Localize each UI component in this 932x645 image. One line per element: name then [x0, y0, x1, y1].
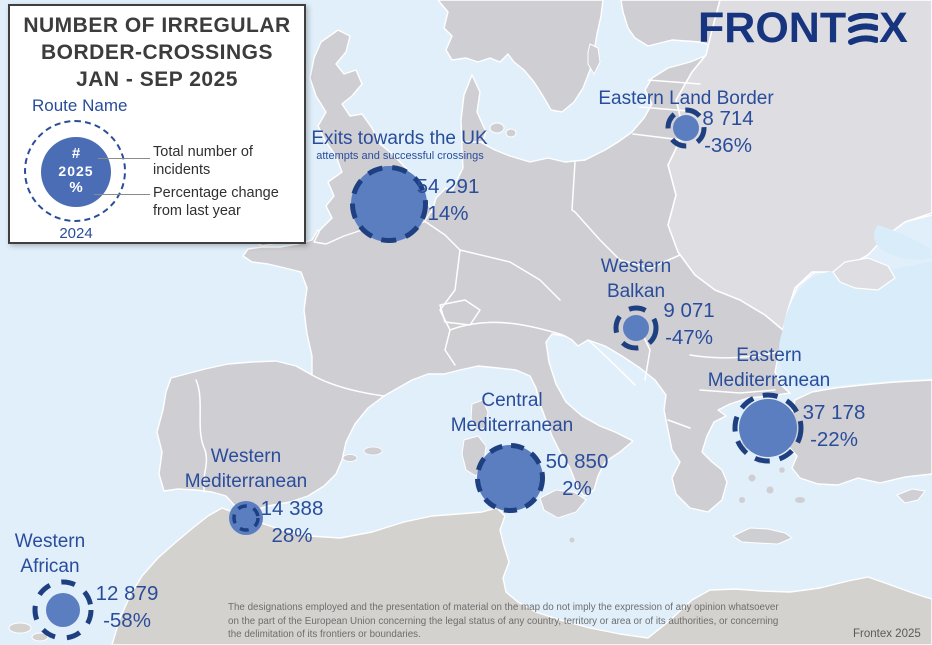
- legend-total-label: Total number of incidents: [153, 144, 253, 178]
- route-label-western-mediterranean: Western Mediterranean: [184, 446, 308, 492]
- route-label-central-mediterranean: Central Mediterranean: [450, 390, 574, 436]
- frontex-logo-wave-e-icon: [848, 13, 879, 45]
- bubble-eastern-land-border-2024-ring: [665, 107, 707, 149]
- bubble-western-african-2024-ring: [32, 579, 94, 641]
- title-legend-box: NUMBER OF IRREGULAR BORDER-CROSSINGS JAN…: [8, 4, 306, 244]
- legend-leader-line-total: [98, 158, 150, 159]
- route-values-eastern-land-border: 8 714 -36%: [688, 105, 768, 159]
- crimea-peninsula: [832, 257, 896, 291]
- frontex-logo: FRONT X: [698, 4, 908, 53]
- bubble-eastern-mediterranean-2025[interactable]: [739, 399, 797, 457]
- route-total-western-mediterranean: 14 388: [260, 497, 324, 520]
- route-label-eastern-land-border: Eastern Land Border: [598, 88, 774, 109]
- route-change-eastern-land-border: -36%: [704, 134, 752, 157]
- bubble-exits-uk[interactable]: [350, 165, 428, 243]
- frontex-logo-text-left: FRONT: [698, 4, 847, 52]
- corsica-island: [470, 399, 489, 431]
- balearic-island-2: [363, 446, 383, 456]
- gotland-island: [587, 43, 601, 76]
- sea-of-azov: [873, 225, 932, 260]
- route-values-western-mediterranean: 14 388 28%: [252, 495, 332, 549]
- disclaimer-line-1: The designations employed and the presen…: [228, 602, 779, 613]
- route-change-eastern-mediterranean: -22%: [810, 428, 858, 451]
- route-values-western-balkan: 9 071 -47%: [650, 297, 728, 351]
- route-label-western-balkan: Western Balkan: [600, 256, 672, 302]
- legend-route-name-label: Route Name: [32, 96, 128, 115]
- route-values-exits-uk: 54 291 14%: [403, 173, 493, 227]
- malta-island: [569, 537, 575, 543]
- canary-island-2: [31, 632, 49, 642]
- page-title: NUMBER OF IRREGULAR BORDER-CROSSINGS JAN…: [23, 14, 291, 91]
- bubble-central-mediterranean-2024-ring: [475, 443, 545, 513]
- bubble-western-balkan-2024-ring: [613, 305, 659, 351]
- bubble-eastern-mediterranean-2024-ring: [732, 392, 804, 464]
- legend-leader-line-change: [94, 194, 150, 195]
- route-values-western-african: 12 879 -58%: [86, 580, 168, 634]
- bubble-exits-uk-2024-ring: [350, 165, 428, 243]
- bubble-western-balkan[interactable]: [613, 305, 659, 351]
- bubble-central-mediterranean-2025[interactable]: [477, 445, 543, 511]
- bubble-central-mediterranean[interactable]: [475, 443, 545, 513]
- denmark-island: [489, 122, 505, 134]
- denmark-island-2: [505, 128, 517, 138]
- legend-year-2025: 2025: [58, 163, 94, 179]
- bubble-western-balkan-2025[interactable]: [623, 315, 649, 341]
- legend-percent-symbol: %: [69, 179, 83, 196]
- route-total-eastern-mediterranean: 37 178: [802, 401, 866, 424]
- legend-number-symbol: #: [71, 145, 81, 162]
- bubble-western-african-2025[interactable]: [46, 593, 80, 627]
- bubble-eastern-land-border[interactable]: [665, 107, 707, 149]
- legend-2024-dashed-circle: [24, 120, 126, 222]
- legend-change-label: Percentage change from last year: [153, 185, 279, 219]
- route-values-eastern-mediterranean: 37 178 -22%: [794, 399, 874, 453]
- black-sea: [778, 262, 932, 388]
- bubble-eastern-land-border-2025[interactable]: [673, 115, 699, 141]
- frontex-logo-text-right: X: [879, 4, 908, 52]
- route-label-eastern-mediterranean: Eastern Mediterranean: [707, 345, 831, 391]
- route-total-exits-uk: 54 291: [416, 175, 480, 198]
- route-total-central-mediterranean: 50 850: [545, 450, 609, 473]
- route-label-exits-uk: Exits towards the UK: [311, 128, 488, 149]
- route-change-exits-uk: 14%: [427, 202, 469, 225]
- disclaimer-line-3: the delimitation of its frontiers or bou…: [228, 629, 421, 640]
- north-africa-landmass: [111, 507, 932, 645]
- legend-2025-circle: # 2025 %: [41, 137, 111, 207]
- route-values-central-mediterranean: 50 850 2%: [537, 448, 617, 502]
- bubble-eastern-mediterranean[interactable]: [732, 392, 804, 464]
- route-label-western-african: Western African: [14, 531, 86, 577]
- disclaimer-line-2: on the part of the European Union concer…: [228, 615, 779, 627]
- bubble-western-african[interactable]: [32, 579, 94, 641]
- route-total-eastern-land-border: 8 714: [702, 107, 754, 130]
- legend-year-2024: 2024: [59, 225, 93, 242]
- crete-island: [731, 527, 794, 545]
- sicily-island: [539, 489, 587, 519]
- frontex-credit: Frontex 2025: [853, 628, 921, 640]
- route-change-western-balkan: -47%: [665, 326, 713, 349]
- map-disclaimer: The designations employed and the presen…: [228, 601, 858, 642]
- cyprus-island: [896, 488, 926, 504]
- route-subtitle-exits-uk: attempts and successful crossings: [316, 150, 484, 162]
- balearic-island: [342, 454, 358, 462]
- route-change-central-mediterranean: 2%: [562, 477, 592, 500]
- bubble-western-mediterranean[interactable]: [229, 501, 263, 535]
- route-total-western-balkan: 9 071: [663, 299, 715, 322]
- route-change-western-mediterranean: 28%: [271, 524, 313, 547]
- canary-island: [8, 622, 32, 634]
- bubble-western-mediterranean-2024-ring: [232, 504, 260, 532]
- bubble-exits-uk-2025[interactable]: [351, 166, 427, 242]
- route-total-western-african: 12 879: [95, 582, 159, 605]
- route-change-western-african: -58%: [103, 609, 151, 632]
